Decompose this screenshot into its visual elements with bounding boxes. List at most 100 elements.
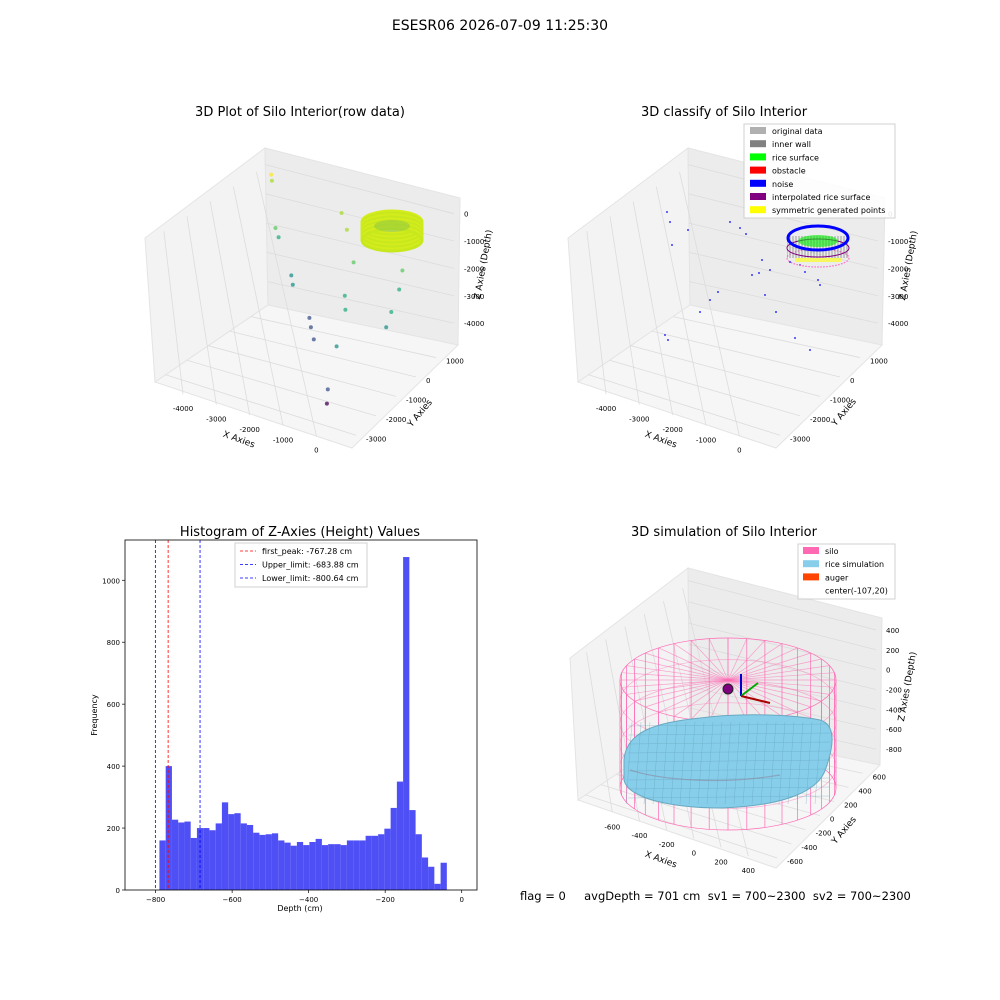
noise-point <box>671 244 673 246</box>
mesh-line <box>679 721 687 805</box>
data-point <box>384 325 389 330</box>
silo-roof-wire <box>645 652 729 681</box>
panel-simulation-3d: 3D simulation of Silo Interior -600-400-… <box>569 525 919 875</box>
data-point <box>289 273 294 278</box>
silo-roof-wire <box>727 672 835 681</box>
histogram-bar <box>359 840 366 890</box>
data-point <box>307 315 312 320</box>
data-point <box>273 226 278 230</box>
y-tick-label: 800 <box>107 639 120 647</box>
data-point <box>351 260 356 265</box>
x-tick-label: -1000 <box>696 436 716 444</box>
data-point <box>334 344 339 349</box>
silo-roof-wire <box>727 679 830 695</box>
histogram-bar <box>315 838 322 890</box>
mesh-line <box>627 768 831 772</box>
legend-swatch <box>750 127 766 134</box>
silo-roof-wire <box>658 647 729 681</box>
histogram-bar <box>340 845 347 890</box>
data-points <box>269 172 406 406</box>
silo-roof-wire <box>634 679 729 702</box>
histogram-bar <box>321 845 329 890</box>
x-tick-label: −800 <box>146 896 165 904</box>
histogram-bar <box>328 844 335 890</box>
x-tick-label: -200 <box>659 841 675 849</box>
silo-roof-wire <box>727 679 783 717</box>
z-tick-label: -4000 <box>464 320 484 328</box>
histogram-bar <box>190 837 197 890</box>
silo-cluster <box>786 224 850 268</box>
y-tick-label: -2000 <box>810 416 830 424</box>
noise-point <box>817 279 819 281</box>
histogram-bar <box>409 810 416 890</box>
legend-label: center(-107,20) <box>825 587 888 596</box>
histogram-bar <box>265 834 272 890</box>
mesh-line <box>643 721 651 805</box>
histogram-bar <box>309 841 316 890</box>
x-axis-label: X Axies <box>643 850 678 871</box>
y-tick-label: 400 <box>858 787 871 795</box>
y-tick-label: -1000 <box>830 396 850 404</box>
data-point <box>339 211 344 215</box>
legend-label: rice simulation <box>825 560 884 569</box>
panel-raw-3d: 3D Plot of Silo Interior(row data) -4000… <box>144 105 495 455</box>
histogram-bar <box>440 862 447 890</box>
x-tick-label: 400 <box>742 867 755 875</box>
legend: silo rice simulation auger center(-107,20) <box>797 543 896 600</box>
auger-marker <box>722 683 734 695</box>
mesh-line <box>627 795 831 799</box>
silo-roof-wire <box>727 638 748 681</box>
axis-x-marker <box>740 695 771 704</box>
x-tick-label: -1000 <box>273 436 293 444</box>
histogram-bar <box>384 828 391 890</box>
histogram-bar <box>271 833 279 890</box>
reference-lines <box>154 540 201 890</box>
x-tick-label: -4000 <box>173 405 193 413</box>
histogram-bar <box>178 822 185 890</box>
plot-frame <box>124 539 478 891</box>
noise-point <box>664 334 666 336</box>
z-tick-label: 0 <box>886 667 890 675</box>
z-tick-label: 0 <box>464 211 468 219</box>
figure-title: ESESR06 2026-07-09 11:25:30 <box>391 18 609 34</box>
noise-point <box>789 261 791 263</box>
x-ticks: −800 −600 −400 −200 0 <box>146 890 464 904</box>
y-tick-label: 200 <box>844 802 857 810</box>
y-tick-label: 600 <box>873 773 886 781</box>
noise-point <box>819 284 821 286</box>
mesh-line <box>733 721 741 805</box>
histogram-bar <box>365 835 372 890</box>
noise-point <box>739 227 741 229</box>
pane-floor <box>576 304 884 449</box>
histogram-bar <box>390 807 397 890</box>
legend-box <box>743 123 896 219</box>
data-point <box>290 282 295 287</box>
histogram-bar <box>403 557 410 890</box>
panel-histogram: Histogram of Z-Axies (Height) Values −80… <box>90 525 478 913</box>
rice-surface-blob <box>798 235 838 247</box>
legend-swatch <box>803 547 819 554</box>
silo-roof-wire <box>626 665 729 681</box>
mesh-line <box>805 721 813 805</box>
legend-label: interpolated rice surface <box>772 193 870 202</box>
mesh-line <box>715 721 723 805</box>
silo-roof-wire <box>621 679 729 688</box>
legend-label: inner wall <box>772 140 811 149</box>
panel-classify-3d: 3D classify of Silo Interior -4000-3000-… <box>567 105 920 455</box>
mesh-line <box>760 721 768 805</box>
x-tick-label: 200 <box>714 858 727 866</box>
mesh-line <box>627 786 831 790</box>
x-tick-label: -3000 <box>629 416 649 424</box>
histogram-bar <box>353 840 360 890</box>
silo-roof-wire <box>708 638 729 681</box>
histogram-bar <box>209 830 216 890</box>
data-point <box>389 310 394 314</box>
y-tick-label: -3000 <box>790 435 810 443</box>
mesh-line <box>627 723 831 727</box>
histogram-bar <box>278 840 285 890</box>
legend-swatch <box>750 140 766 148</box>
y-tick-label: 1000 <box>102 577 120 585</box>
y-tick-label: 600 <box>107 701 120 709</box>
mesh-line <box>778 721 786 805</box>
